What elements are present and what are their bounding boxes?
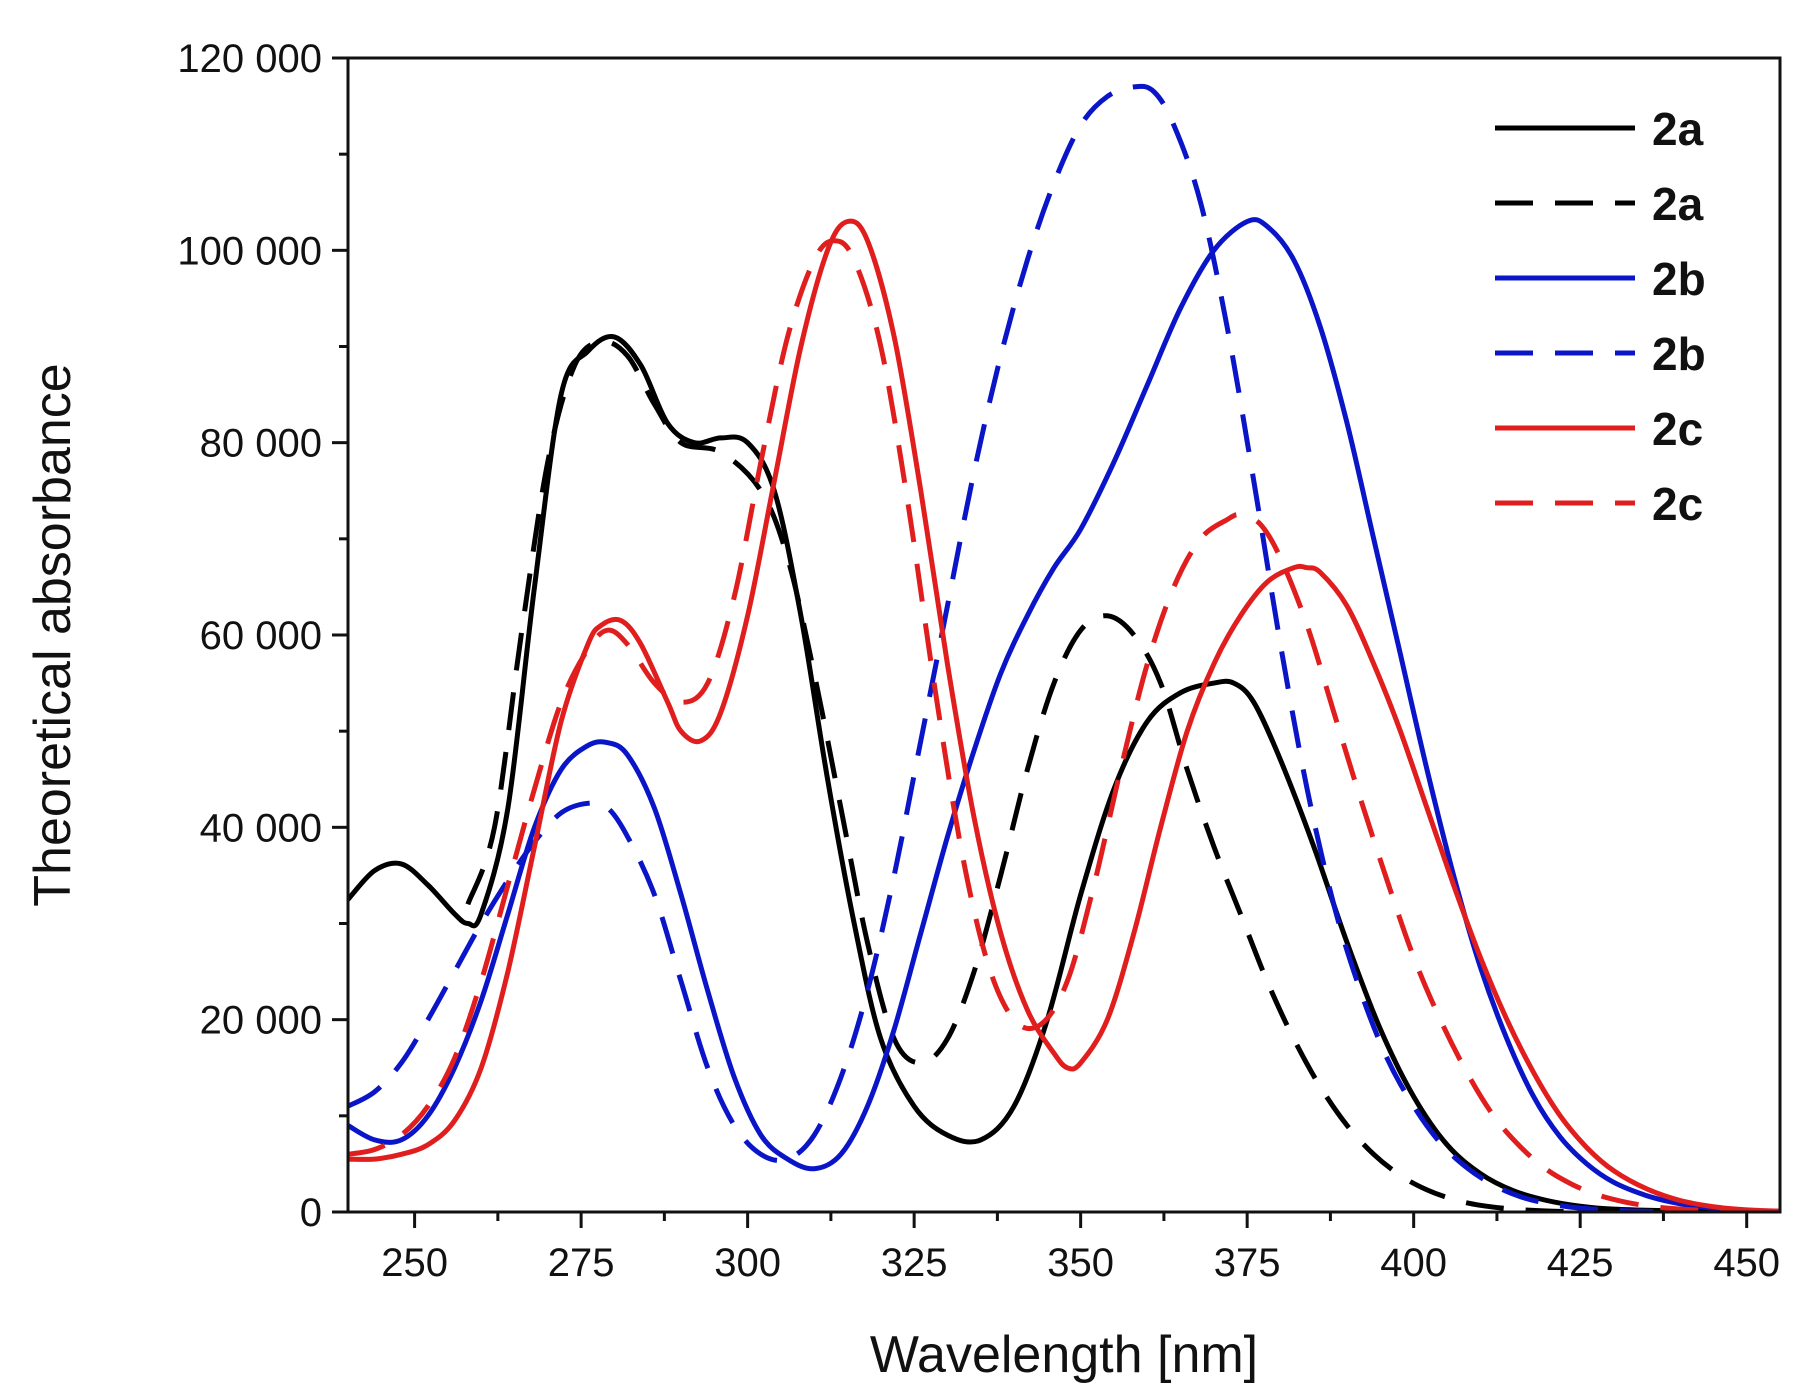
series-2c-solid-line xyxy=(348,218,1780,1212)
x-tick-label: 350 xyxy=(1047,1241,1114,1285)
x-tick-label: 275 xyxy=(548,1241,615,1285)
y-tick-label: 40 000 xyxy=(200,806,322,850)
x-tick-label: 450 xyxy=(1713,1241,1780,1285)
y-tick-label: 100 000 xyxy=(177,229,322,273)
legend-label-2b-dashed: 2b xyxy=(1652,328,1706,380)
y-axis-ticks: 0 20 000 40 000 60 000 80 000 100 000 120 000 xyxy=(177,37,348,1235)
x-tick-label: 375 xyxy=(1214,1241,1281,1285)
y-tick-label: 20 000 xyxy=(200,999,322,1043)
legend-label-2a-dashed: 2a xyxy=(1652,178,1704,230)
x-tick-label: 300 xyxy=(714,1241,781,1285)
x-tick-label: 325 xyxy=(881,1241,948,1285)
x-axis-title: Wavelength [nm] xyxy=(870,1326,1258,1384)
series-lines xyxy=(348,83,1780,1212)
plot-frame xyxy=(346,56,1782,1214)
legend-label-2c-dashed: 2c xyxy=(1652,478,1703,530)
x-axis-ticks: 250 275 300 325 350 375 400 425 450 xyxy=(381,1212,1780,1285)
x-tick-label: 250 xyxy=(381,1241,448,1285)
legend-label-2b-solid: 2b xyxy=(1652,253,1706,305)
y-tick-label: 120 000 xyxy=(177,37,322,81)
y-tick-label: 60 000 xyxy=(200,614,322,658)
series-2b-dashed-line xyxy=(348,83,1654,1212)
legend-label-2a-solid: 2a xyxy=(1652,103,1704,155)
x-tick-label: 425 xyxy=(1547,1241,1614,1285)
x-tick-label: 400 xyxy=(1380,1241,1447,1285)
y-axis-title: Theoretical absorbance xyxy=(24,363,82,906)
series-2a-dashed-line xyxy=(465,338,1581,1212)
y-tick-label: 80 000 xyxy=(200,422,322,466)
y-tick-label: 0 xyxy=(300,1191,322,1235)
legend-label-2c-solid: 2c xyxy=(1652,403,1703,455)
series-2b-solid-line xyxy=(348,217,1780,1212)
series-2a-solid-line xyxy=(348,333,1780,1212)
legend: 2a 2a 2b 2b 2c 2c xyxy=(1495,103,1706,530)
